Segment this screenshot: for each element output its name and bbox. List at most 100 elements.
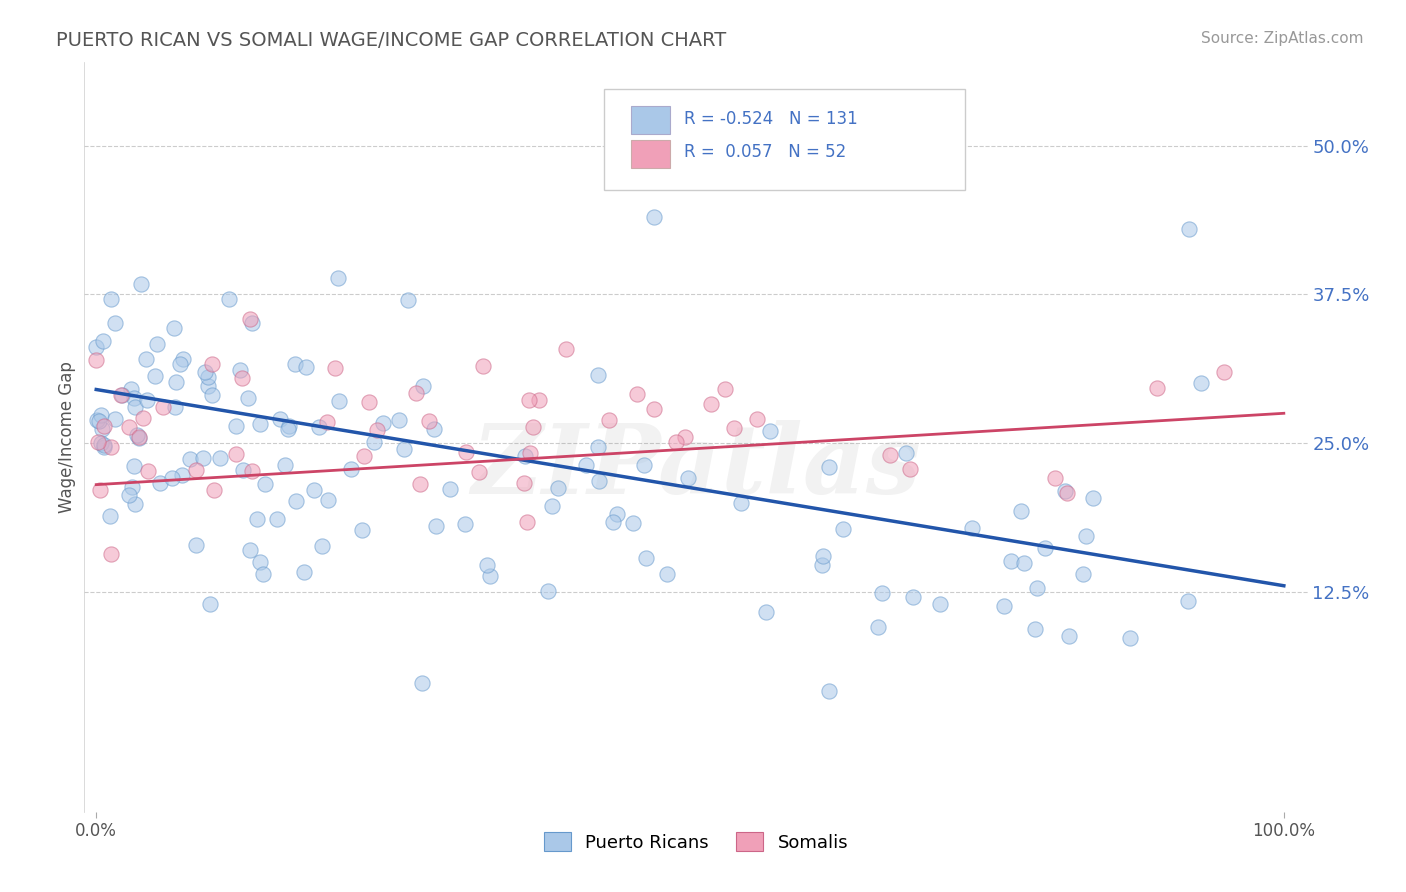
Point	[353, 449, 375, 463]
Point	[730, 496, 752, 510]
Point	[468, 465, 491, 479]
Legend: Puerto Ricans, Somalis: Puerto Ricans, Somalis	[537, 825, 855, 859]
Text: R =  0.057   N = 52: R = 0.057 N = 52	[683, 144, 846, 161]
Point	[93, 437, 115, 451]
Point	[124, 497, 146, 511]
Point	[357, 395, 380, 409]
Point	[371, 416, 394, 430]
Point	[453, 517, 475, 532]
Point	[145, 337, 167, 351]
Point	[586, 440, 609, 454]
Point	[962, 521, 984, 535]
Point	[811, 549, 834, 563]
Point	[197, 379, 219, 393]
Point	[269, 412, 291, 426]
Point	[439, 482, 461, 496]
Point	[90, 408, 112, 422]
Point	[811, 558, 834, 573]
Point	[513, 475, 536, 490]
Point	[868, 619, 890, 633]
Point	[121, 480, 143, 494]
Point	[1057, 629, 1080, 643]
Point	[425, 518, 447, 533]
Point	[91, 422, 114, 436]
Point	[129, 277, 152, 291]
Point	[516, 516, 538, 530]
Point	[93, 334, 115, 348]
Point	[519, 446, 541, 460]
Point	[396, 293, 419, 307]
Point	[277, 418, 299, 433]
Point	[218, 292, 240, 306]
Point	[602, 515, 624, 529]
Point	[124, 391, 146, 405]
Point	[755, 605, 778, 619]
Point	[136, 464, 159, 478]
Point	[1189, 376, 1212, 390]
Point	[326, 271, 349, 285]
Point	[479, 569, 502, 583]
Point	[295, 359, 318, 374]
Point	[93, 418, 115, 433]
Point	[643, 210, 665, 224]
Point	[422, 422, 444, 436]
Point	[339, 462, 361, 476]
Y-axis label: Wage/Income Gap: Wage/Income Gap	[58, 361, 76, 513]
Point	[143, 369, 166, 384]
Point	[236, 391, 259, 405]
Point	[517, 393, 540, 408]
Point	[555, 342, 578, 356]
Point	[163, 401, 186, 415]
Point	[894, 446, 917, 460]
Point	[184, 537, 207, 551]
Point	[1081, 491, 1104, 506]
Point	[675, 430, 697, 444]
Point	[128, 430, 150, 444]
Point	[100, 293, 122, 307]
Point	[1213, 365, 1236, 379]
Point	[411, 676, 433, 690]
Point	[89, 436, 111, 450]
Point	[208, 450, 231, 465]
Point	[266, 512, 288, 526]
Point	[231, 371, 253, 385]
Text: ZIPatlas: ZIPatlas	[471, 420, 921, 514]
Point	[412, 379, 434, 393]
Point	[547, 481, 569, 495]
Point	[122, 459, 145, 474]
Point	[285, 493, 308, 508]
Point	[1010, 504, 1032, 518]
Point	[152, 400, 174, 414]
Text: Source: ZipAtlas.com: Source: ZipAtlas.com	[1201, 31, 1364, 46]
Point	[84, 340, 107, 354]
Point	[308, 419, 330, 434]
Point	[311, 539, 333, 553]
Point	[700, 397, 723, 411]
Point	[284, 357, 307, 371]
Point	[634, 550, 657, 565]
Point	[323, 361, 346, 376]
FancyBboxPatch shape	[605, 88, 965, 190]
Point	[103, 412, 125, 426]
Point	[527, 392, 550, 407]
Point	[86, 412, 108, 426]
Point	[633, 458, 655, 472]
Point	[163, 321, 186, 335]
Point	[128, 431, 150, 445]
Point	[93, 440, 115, 454]
Point	[225, 447, 247, 461]
Point	[229, 362, 252, 376]
Point	[676, 471, 699, 485]
Point	[316, 415, 339, 429]
Point	[225, 419, 247, 434]
Point	[252, 567, 274, 582]
Point	[655, 567, 678, 582]
Point	[110, 388, 132, 402]
Point	[100, 547, 122, 561]
Point	[194, 366, 217, 380]
Point	[723, 421, 745, 435]
Point	[588, 474, 610, 488]
Point	[388, 413, 411, 427]
Point	[665, 434, 688, 449]
Point	[200, 387, 222, 401]
